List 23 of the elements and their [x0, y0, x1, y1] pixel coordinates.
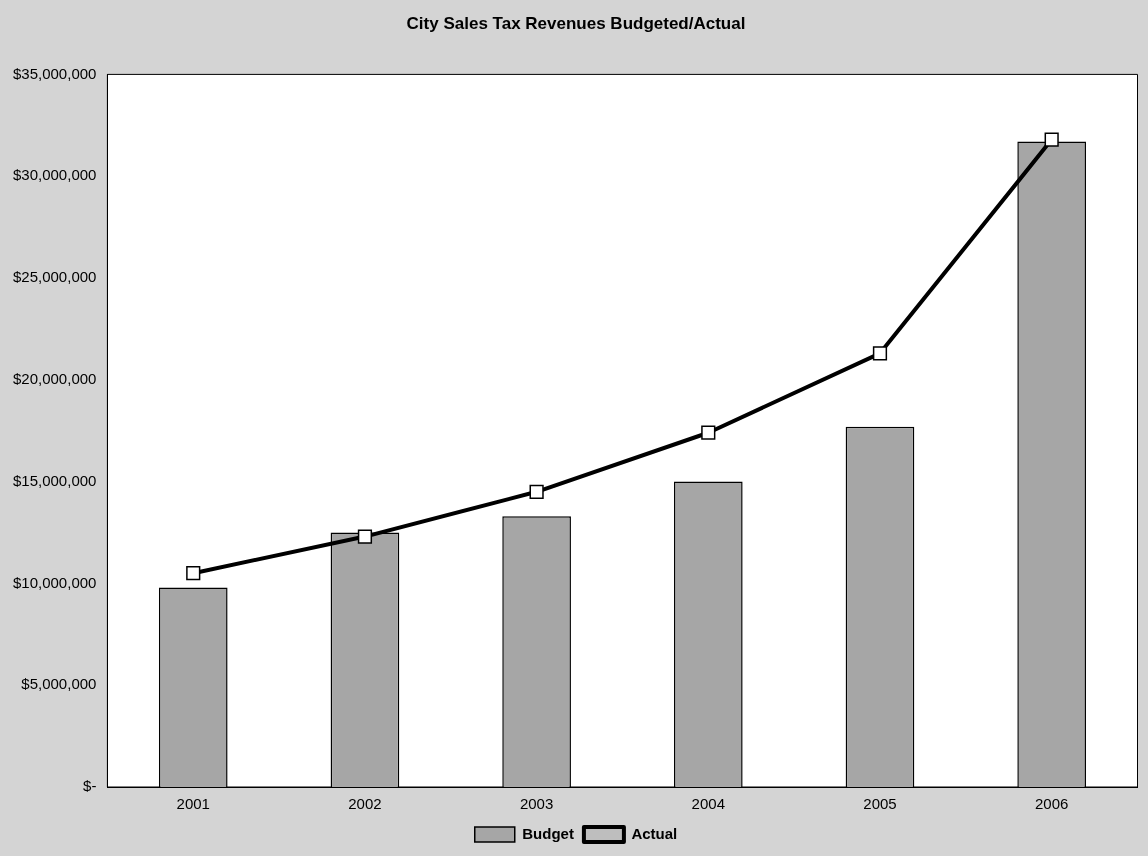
x-tick-label: 2001 [176, 795, 210, 813]
y-tick-label: $30,000,000 [12, 166, 97, 184]
y-tick-label: $20,000,000 [12, 369, 97, 387]
y-tick-label: $15,000,000 [12, 471, 97, 489]
y-tick-label: $10,000,000 [12, 573, 97, 591]
y-tick-label: $25,000,000 [12, 268, 97, 286]
point [1044, 132, 1059, 147]
point [701, 425, 716, 440]
legend-label: Budget [522, 824, 574, 842]
x-tick-label: 2002 [348, 795, 382, 813]
point [186, 566, 201, 581]
x-tick-label: 2006 [1034, 795, 1069, 813]
y-tick-label: $5,000,000 [21, 675, 97, 693]
y-tick-label: $35,000,000 [12, 64, 97, 82]
x-tick-label: 2005 [863, 795, 897, 813]
chart-title: City Sales Tax Revenues Budgeted/Actual [406, 13, 746, 33]
x-tick-label: 2003 [519, 795, 554, 813]
point [872, 346, 888, 361]
x-tick-label: 2004 [691, 795, 725, 813]
legend-label: Actual [631, 824, 678, 842]
point [357, 529, 373, 544]
y-tick-label: $- [83, 777, 97, 795]
point [529, 484, 544, 499]
